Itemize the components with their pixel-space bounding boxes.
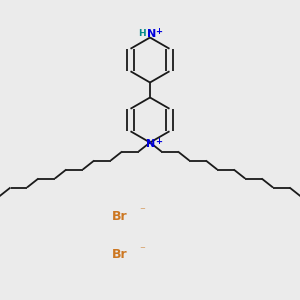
Text: N: N [147, 29, 156, 39]
Text: ⁻: ⁻ [140, 245, 146, 256]
Text: +: + [155, 137, 162, 146]
Text: +: + [155, 27, 163, 36]
Text: Br: Br [112, 248, 128, 262]
Text: ⁻: ⁻ [140, 206, 146, 217]
Text: N: N [146, 139, 155, 149]
Text: Br: Br [112, 209, 128, 223]
Text: H: H [138, 28, 146, 38]
